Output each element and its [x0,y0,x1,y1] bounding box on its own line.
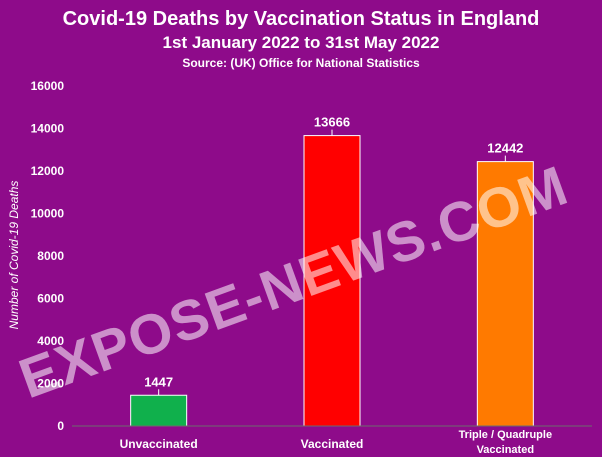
data-label: 12442 [487,141,523,156]
y-axis: 0 2000 4000 6000 8000 10000 12000 14000 16000 [31,79,65,433]
y-tick-label: 16000 [31,79,65,93]
y-tick-label: 10000 [31,207,65,221]
chart-subtitle: 1st January 2022 to 31st May 2022 [163,33,440,52]
x-tick-label: Unvaccinated [120,437,198,451]
y-tick-label: 4000 [37,334,64,348]
y-tick-label: 6000 [37,292,64,306]
y-tick-label: 2000 [37,377,64,391]
bar [130,394,188,427]
data-label: 1447 [144,374,173,389]
data-label: 13666 [314,115,350,130]
chart-source: Source: (UK) Office for National Statist… [182,56,420,70]
y-tick-label: 0 [57,419,64,433]
y-axis-label: Number of Covid-19 Deaths [7,181,21,330]
y-tick-label: 12000 [31,164,65,178]
data-labels: 1447 13666 12442 [144,115,523,396]
x-tick-label: Vaccinated [301,437,364,451]
y-tick-label: 8000 [37,249,64,263]
x-tick-label: Triple / Quadruple [459,429,553,441]
x-tick-label: Vaccinated [477,444,534,456]
bars [130,135,534,427]
x-axis: Unvaccinated Vaccinated Triple / Quadruple… [120,429,552,456]
chart-title: Covid-19 Deaths by Vaccination Status in… [63,8,540,30]
y-tick-label: 14000 [31,122,65,136]
